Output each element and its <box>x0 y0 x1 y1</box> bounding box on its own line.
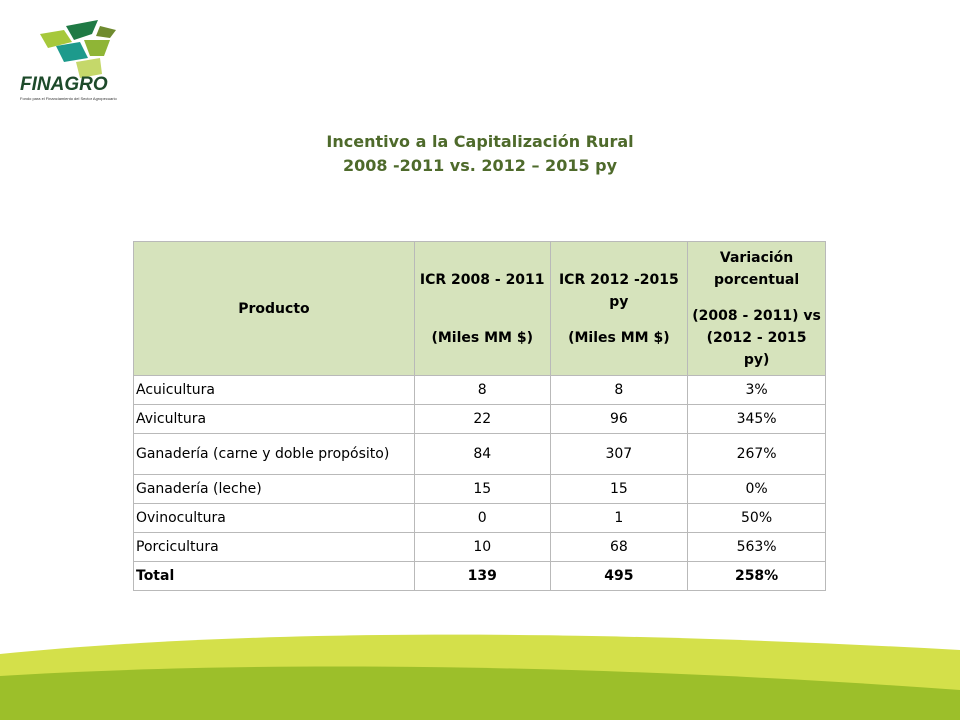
cell-icr1: 84 <box>413 433 551 475</box>
table-row: Ganadería (carne y doble propósito) 84 3… <box>133 433 826 475</box>
footer-swoosh <box>0 634 960 720</box>
table-row: Avicultura 22 96 345% <box>133 404 826 434</box>
cell-icr1: 22 <box>413 404 551 434</box>
cell-product: Ganadería (leche) <box>133 474 415 504</box>
table-row: Acuicultura 8 8 3% <box>133 375 826 405</box>
cell-var: 345% <box>687 404 826 434</box>
cell-var: 267% <box>687 433 826 475</box>
header-icr-2008-2011: ICR 2008 - 2011 (Miles MM $) <box>413 241 551 376</box>
header-variacion: Variación porcentual (2008 - 2011) vs (2… <box>687 241 826 376</box>
cell-product: Acuicultura <box>133 375 415 405</box>
logo-leaf-1 <box>40 30 72 48</box>
cell-icr1: 8 <box>413 375 551 405</box>
logo-tagline: Fondo para el Financiamiento del Sector … <box>20 96 118 101</box>
table-row: Ganadería (leche) 15 15 0% <box>133 474 826 504</box>
cell-total-label: Total <box>133 561 415 591</box>
table-row: Ovinocultura 0 1 50% <box>133 503 826 533</box>
title-line-2: 2008 -2011 vs. 2012 – 2015 py <box>342 156 618 175</box>
cell-var: 563% <box>687 532 826 562</box>
cell-var: 50% <box>687 503 826 533</box>
table-row: Porcicultura 10 68 563% <box>133 532 826 562</box>
cell-total-var: 258% <box>687 561 826 591</box>
cell-icr2: 8 <box>549 375 689 405</box>
logo-leaf-4 <box>56 42 88 62</box>
cell-icr1: 15 <box>413 474 551 504</box>
title-line-1: Incentivo a la Capitalización Rural <box>326 132 634 151</box>
cell-icr2: 1 <box>549 503 689 533</box>
cell-icr2: 68 <box>549 532 689 562</box>
logo-wordmark: FINAGRO <box>20 74 108 95</box>
cell-icr2: 96 <box>549 404 689 434</box>
cell-var: 0% <box>687 474 826 504</box>
cell-icr2: 15 <box>549 474 689 504</box>
logo-leaf-2 <box>66 20 98 40</box>
cell-product: Porcicultura <box>133 532 415 562</box>
cell-total-icr1: 139 <box>413 561 551 591</box>
cell-product: Ganadería (carne y doble propósito) <box>133 433 415 475</box>
cell-icr1: 10 <box>413 532 551 562</box>
logo-leaf-6 <box>76 58 102 78</box>
finagro-logo-mark: FINAGRO Fondo para el Financiamiento del… <box>20 20 118 101</box>
page-title: Incentivo a la Capitalización Rural 2008… <box>0 130 960 178</box>
logo-leaf-5 <box>84 40 110 56</box>
finagro-logo: FINAGRO Fondo para el Financiamiento del… <box>18 16 130 106</box>
table-header-row: Producto ICR 2008 - 2011 (Miles MM $) IC… <box>133 241 826 376</box>
cell-icr1: 0 <box>413 503 551 533</box>
table-total-row: Total 139 495 258% <box>133 561 826 591</box>
cell-product: Avicultura <box>133 404 415 434</box>
icr-table: Producto ICR 2008 - 2011 (Miles MM $) IC… <box>133 241 826 591</box>
swoosh-dark <box>0 666 960 720</box>
cell-icr2: 307 <box>549 433 689 475</box>
cell-total-icr2: 495 <box>549 561 689 591</box>
cell-product: Ovinocultura <box>133 503 415 533</box>
header-icr-2012-2015: ICR 2012 -2015 py (Miles MM $) <box>549 241 689 376</box>
header-product: Producto <box>133 241 415 376</box>
logo-leaf-3 <box>96 26 116 38</box>
cell-var: 3% <box>687 375 826 405</box>
